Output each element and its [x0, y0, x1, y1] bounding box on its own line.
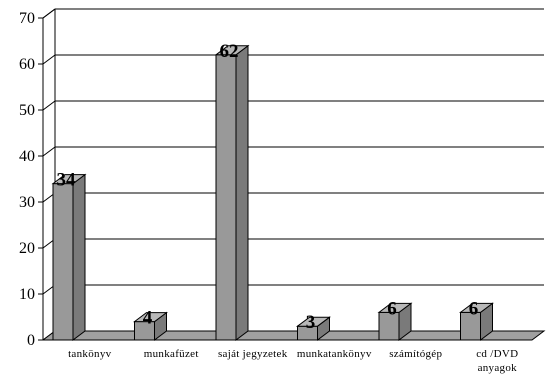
data-label: 4 [143, 308, 153, 329]
y-tick-label: 60 [19, 56, 35, 73]
data-label: 34 [57, 170, 77, 191]
bar [51, 173, 87, 341]
category-label: saját jegyzetek [218, 348, 288, 360]
bar-side [72, 173, 86, 341]
gridlines [42, 8, 544, 341]
data-label: 6 [387, 298, 397, 319]
gridline-depth [42, 100, 56, 111]
bar-top [51, 174, 87, 185]
data-label: 3 [306, 312, 316, 333]
category-labels: tankönyv munkafüzet saját jegyzetek munkata… [68, 348, 518, 374]
data-label: 62 [220, 41, 239, 62]
category-label: tankönyv [68, 348, 112, 360]
data-label: 6 [469, 298, 479, 319]
category-label: számítógép [389, 348, 442, 360]
bar [133, 311, 168, 341]
category-label: cd /DVD anyagok [476, 348, 518, 374]
axes [42, 18, 532, 341]
bar-front [52, 183, 74, 341]
bar-side [235, 44, 249, 341]
bar [296, 316, 331, 341]
gridline-depth [42, 146, 56, 157]
data-labels: 34 4 62 3 6 6 [57, 41, 479, 333]
category-label: munkatankönyv [297, 348, 372, 360]
y-tick-label: 40 [19, 148, 35, 165]
bar-top [459, 302, 494, 313]
bar [459, 302, 494, 341]
gridline-depth [42, 54, 56, 65]
bar-top [133, 312, 168, 323]
category-label: munkafüzet [144, 348, 199, 360]
bars [51, 44, 494, 341]
bar [214, 44, 250, 341]
y-tick-label: 0 [27, 332, 35, 349]
top-depth-edge [42, 8, 56, 19]
y-tick-label: 50 [19, 102, 35, 119]
bar [377, 302, 413, 341]
bar-top [214, 45, 250, 56]
bar-top [296, 316, 331, 327]
y-tick-label: 10 [19, 286, 35, 303]
bar-front [215, 54, 237, 341]
y-tick-label: 20 [19, 240, 35, 257]
bar-top [377, 302, 413, 313]
y-tick-label: 70 [19, 10, 35, 27]
y-axis-ticks: 0 10 20 30 40 50 60 70 [19, 10, 43, 349]
y-tick-label: 30 [19, 194, 35, 211]
